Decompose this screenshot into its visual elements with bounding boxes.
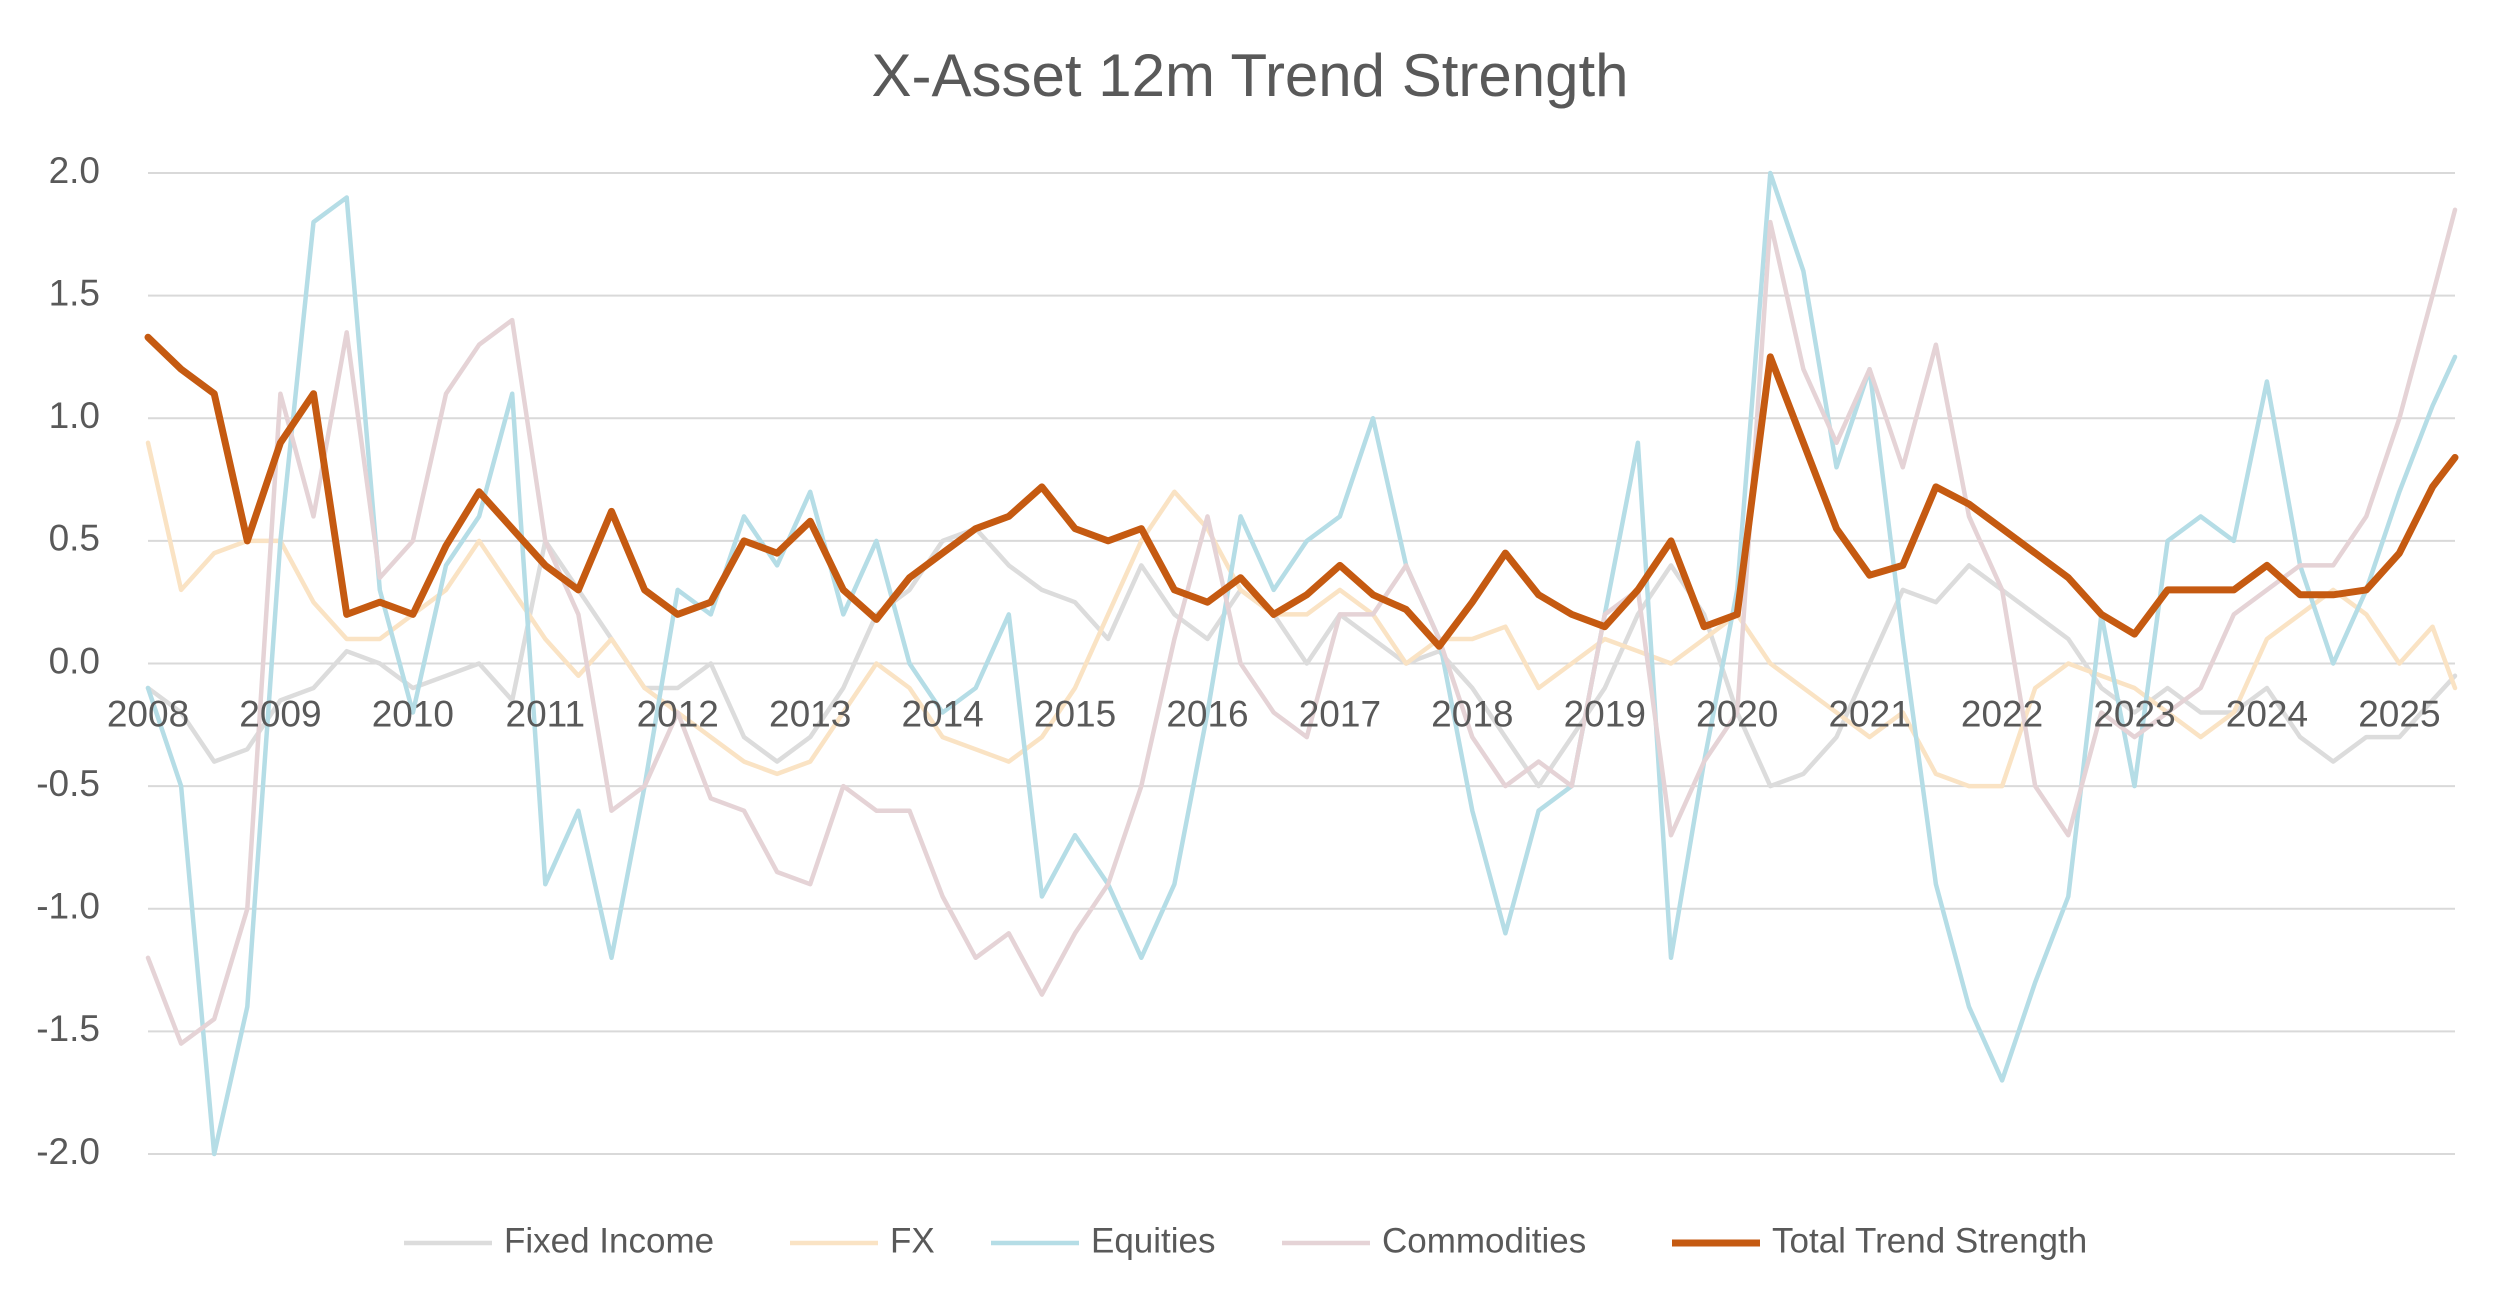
y-tick-label: -0.5 [36, 763, 100, 804]
series-line [145, 440, 2458, 789]
y-tick-label: -1.5 [36, 1008, 100, 1049]
x-tick-label: 2021 [1828, 693, 1910, 734]
y-tick-label: 1.5 [49, 272, 100, 313]
plot-area [144, 170, 2459, 1157]
axis-labels: -2.0 -1.5 -1.0 -0.5 0.0 0.5 1.0 1.5 2.0 2008 2009 2… [36, 150, 2440, 1172]
y-tick-label: 0.5 [49, 518, 100, 559]
y-tick-label: 1.0 [49, 395, 100, 436]
y-tick-label: 0.0 [49, 640, 100, 681]
legend-label: Total Trend Strength [1772, 1221, 2087, 1260]
x-tick-label: 2025 [2358, 693, 2440, 734]
x-tick-label: 2023 [2093, 693, 2175, 734]
y-tick-label: -1.0 [36, 886, 100, 927]
x-tick-label: 2008 [107, 693, 189, 734]
series-line [144, 333, 2459, 650]
y-tick-label: 2.0 [49, 150, 100, 191]
x-tick-label: 2011 [506, 693, 586, 734]
legend: Fixed Income FX Equities Commodities Total T… [404, 1221, 2087, 1260]
x-tick-label: 2012 [637, 693, 719, 734]
chart-title: X-Asset 12m Trend Strength [871, 42, 1628, 109]
x-tick-label: 2019 [1564, 693, 1646, 734]
x-tick-label: 2016 [1166, 693, 1248, 734]
legend-label: Equities [1091, 1221, 1216, 1260]
legend-label: FX [890, 1221, 935, 1260]
x-tick-label: 2020 [1696, 693, 1778, 734]
x-tick-label: 2015 [1034, 693, 1116, 734]
x-tick-label: 2009 [239, 693, 321, 734]
x-tick-label: 2018 [1431, 693, 1513, 734]
x-tick-label: 2024 [2226, 693, 2308, 734]
legend-label: Commodities [1382, 1221, 1586, 1260]
series-line [145, 526, 2458, 789]
x-tick-label: 2022 [1961, 693, 2043, 734]
x-tick-label: 2013 [769, 693, 851, 734]
x-tick-label: 2014 [901, 693, 983, 734]
x-tick-label: 2017 [1299, 693, 1381, 734]
series-line [145, 207, 2458, 1046]
y-tick-label: -2.0 [36, 1131, 100, 1172]
legend-label: Fixed Income [504, 1221, 714, 1260]
x-tick-label: 2010 [372, 693, 454, 734]
